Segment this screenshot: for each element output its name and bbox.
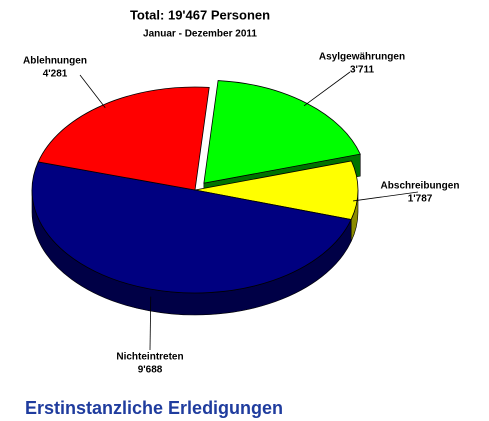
slice-label: Abschreibungen — [381, 181, 460, 192]
slice — [31, 161, 352, 294]
slice-label: Ablehnungen — [23, 56, 87, 67]
slice-label: Nichteintreten — [116, 352, 183, 363]
slice-label: Asylgewährungen — [319, 52, 405, 63]
slice-value-label: 1'787 — [408, 194, 433, 205]
leader-line — [353, 191, 419, 202]
slice-value-label: 4'281 — [43, 69, 68, 80]
slice-value-label: 3'711 — [350, 65, 375, 76]
leader-line — [79, 74, 106, 108]
slice — [37, 86, 210, 191]
slice — [194, 160, 359, 221]
leader-line — [303, 71, 351, 107]
chart-title: Total: 19'467 Personen — [130, 7, 270, 22]
leader-line — [149, 296, 152, 351]
slice-value-label: 9'688 — [138, 365, 163, 376]
caption: Erstinstanzliche Erledigungen — [25, 398, 283, 418]
chart-subtitle: Januar - Dezember 2011 — [143, 29, 257, 40]
